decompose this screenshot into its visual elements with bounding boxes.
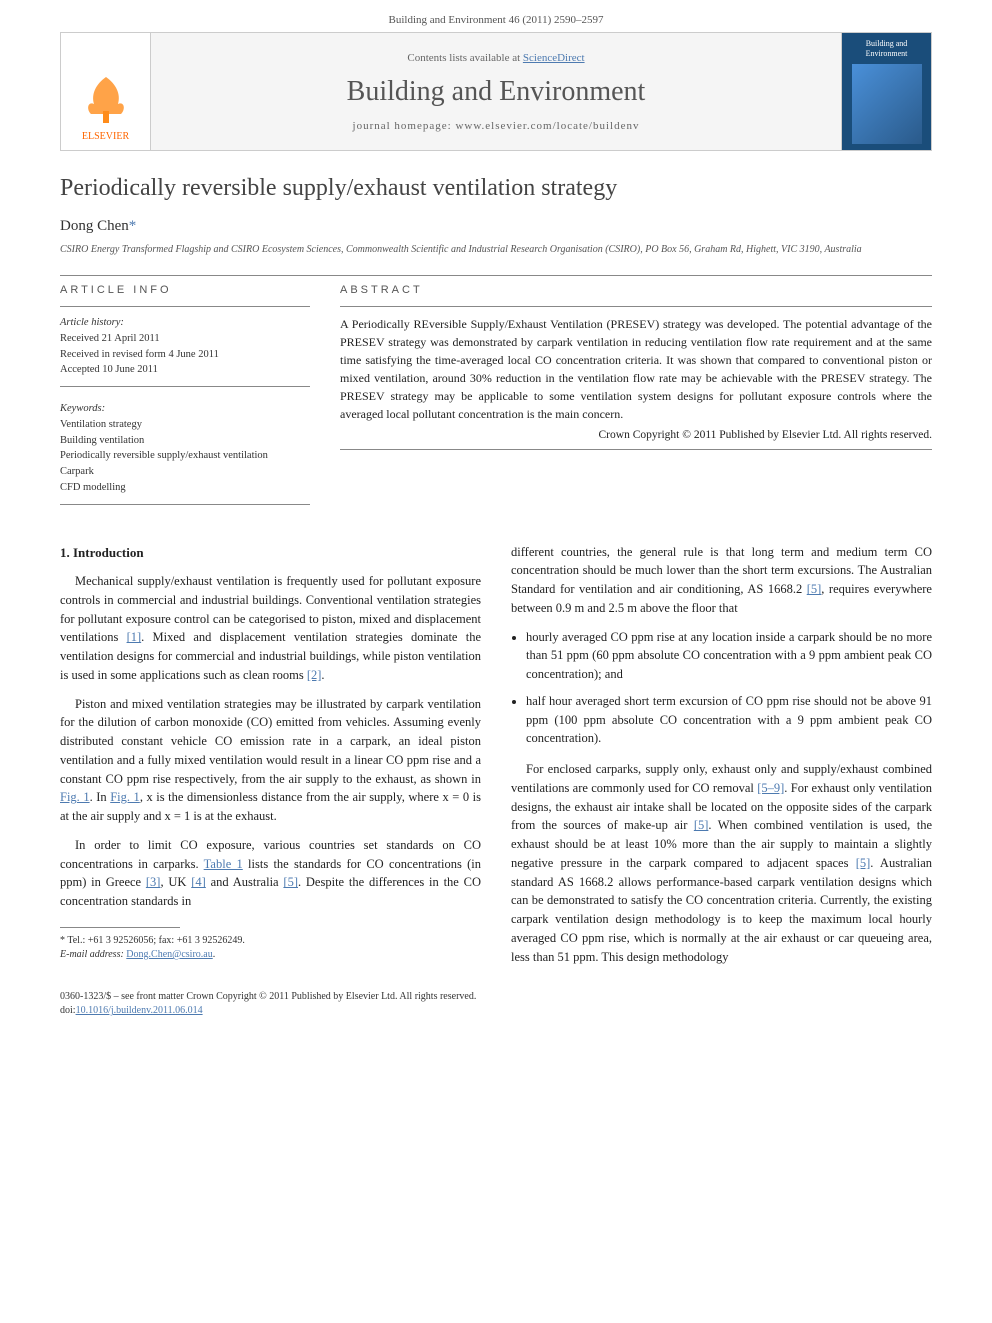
divider: [60, 504, 310, 505]
divider: [60, 275, 932, 276]
ref-3-link[interactable]: [3]: [146, 875, 161, 889]
abstract-text: A Periodically REversible Supply/Exhaust…: [340, 315, 932, 423]
text: and Australia: [206, 875, 284, 889]
abstract-column: ABSTRACT A Periodically REversible Suppl…: [340, 284, 932, 513]
keyword: Carpark: [60, 464, 310, 480]
journal-cover-thumb: Building and Environment: [841, 33, 931, 150]
article-info-label: ARTICLE INFO: [60, 284, 310, 296]
text: . Australian standard AS 1668.2 allows p…: [511, 856, 932, 964]
text: .: [321, 668, 324, 682]
ref-5-link[interactable]: [5]: [807, 582, 822, 596]
divider: [340, 306, 932, 307]
email-label: E-mail address:: [60, 949, 126, 960]
cover-thumb-image: [852, 64, 922, 144]
fig-1-link[interactable]: Fig. 1: [110, 790, 140, 804]
author-name: Dong Chen: [60, 218, 129, 234]
doi-line: doi:10.1016/j.buildenv.2011.06.014: [60, 1004, 932, 1018]
corresponding-asterisk: *: [129, 218, 137, 234]
fig-1-link[interactable]: Fig. 1: [60, 790, 90, 804]
accepted-date: Accepted 10 June 2011: [60, 362, 310, 378]
intro-p3: In order to limit CO exposure, various c…: [60, 836, 481, 911]
article-info-column: ARTICLE INFO Article history: Received 2…: [60, 284, 310, 513]
ref-4-link[interactable]: [4]: [191, 875, 206, 889]
journal-homepage-line: journal homepage: www.elsevier.com/locat…: [353, 120, 640, 132]
keyword: Ventilation strategy: [60, 417, 310, 433]
abstract-label: ABSTRACT: [340, 284, 932, 296]
author-affiliation: CSIRO Energy Transformed Flagship and CS…: [60, 243, 932, 257]
left-column: 1. Introduction Mechanical supply/exhaus…: [60, 543, 481, 977]
publisher-name: ELSEVIER: [82, 131, 129, 142]
elsevier-tree-icon: [76, 69, 136, 129]
ref-2-link[interactable]: [2]: [307, 668, 322, 682]
ref-5-link[interactable]: [5]: [694, 818, 709, 832]
article-body: Periodically reversible supply/exhaust v…: [0, 175, 992, 976]
masthead-center: Contents lists available at ScienceDirec…: [151, 33, 841, 150]
page-footer: 0360-1323/$ – see front matter Crown Cop…: [0, 976, 992, 1038]
publisher-logo: ELSEVIER: [61, 33, 151, 150]
doi-link[interactable]: 10.1016/j.buildenv.2011.06.014: [76, 1005, 203, 1016]
history-label: Article history:: [60, 315, 310, 331]
homepage-prefix: journal homepage:: [353, 120, 456, 132]
article-title: Periodically reversible supply/exhaust v…: [60, 175, 932, 202]
journal-masthead: ELSEVIER Contents lists available at Sci…: [60, 32, 932, 151]
bullet-1: hourly averaged CO ppm rise at any locat…: [526, 628, 932, 684]
keyword: Periodically reversible supply/exhaust v…: [60, 448, 310, 464]
doi-prefix: doi:: [60, 1005, 76, 1016]
ref-5-link[interactable]: [5]: [856, 856, 871, 870]
keyword: Building ventilation: [60, 433, 310, 449]
keywords-label: Keywords:: [60, 401, 310, 417]
co-limit-bullets: hourly averaged CO ppm rise at any locat…: [526, 628, 932, 749]
footnote-separator: [60, 927, 180, 928]
ref-5-link[interactable]: [5]: [283, 875, 298, 889]
intro-p2: Piston and mixed ventilation strategies …: [60, 695, 481, 826]
sciencedirect-link[interactable]: ScienceDirect: [523, 52, 585, 64]
keywords-block: Keywords: Ventilation strategy Building …: [60, 401, 310, 496]
abstract-copyright: Crown Copyright © 2011 Published by Else…: [340, 429, 932, 441]
intro-p5: For enclosed carparks, supply only, exha…: [511, 760, 932, 966]
right-column: different countries, the general rule is…: [511, 543, 932, 977]
bullet-2: half hour averaged short term excursion …: [526, 692, 932, 748]
homepage-url: www.elsevier.com/locate/buildenv: [455, 120, 639, 132]
keyword: CFD modelling: [60, 480, 310, 496]
footnote-tel: * Tel.: +61 3 92526056; fax: +61 3 92526…: [60, 934, 481, 948]
journal-title: Building and Environment: [347, 76, 646, 108]
contents-prefix: Contents lists available at: [407, 52, 522, 64]
text: , UK: [160, 875, 191, 889]
text: Piston and mixed ventilation strategies …: [60, 697, 481, 786]
email-suffix: .: [213, 949, 216, 960]
page-citation: Building and Environment 46 (2011) 2590–…: [0, 0, 992, 32]
table-1-link[interactable]: Table 1: [204, 857, 243, 871]
author-line: Dong Chen*: [60, 218, 932, 235]
intro-p4: different countries, the general rule is…: [511, 543, 932, 618]
divider: [340, 449, 932, 450]
footnote-email-line: E-mail address: Dong.Chen@csiro.au.: [60, 948, 481, 962]
ref-1-link[interactable]: [1]: [127, 630, 142, 644]
revised-date: Received in revised form 4 June 2011: [60, 347, 310, 363]
info-abstract-row: ARTICLE INFO Article history: Received 2…: [60, 284, 932, 513]
corresponding-footnote: * Tel.: +61 3 92526056; fax: +61 3 92526…: [60, 934, 481, 962]
author-email-link[interactable]: Dong.Chen@csiro.au: [126, 949, 212, 960]
section-heading-intro: 1. Introduction: [60, 543, 481, 563]
text: . In: [90, 790, 111, 804]
article-history: Article history: Received 21 April 2011 …: [60, 315, 310, 378]
issn-line: 0360-1323/$ – see front matter Crown Cop…: [60, 990, 932, 1004]
ref-5-9-link[interactable]: [5–9]: [757, 781, 784, 795]
body-two-columns: 1. Introduction Mechanical supply/exhaus…: [60, 543, 932, 977]
contents-available-line: Contents lists available at ScienceDirec…: [407, 52, 584, 64]
cover-thumb-title: Building and Environment: [848, 39, 925, 58]
divider: [60, 306, 310, 307]
received-date: Received 21 April 2011: [60, 331, 310, 347]
divider: [60, 386, 310, 387]
intro-p1: Mechanical supply/exhaust ventilation is…: [60, 572, 481, 685]
